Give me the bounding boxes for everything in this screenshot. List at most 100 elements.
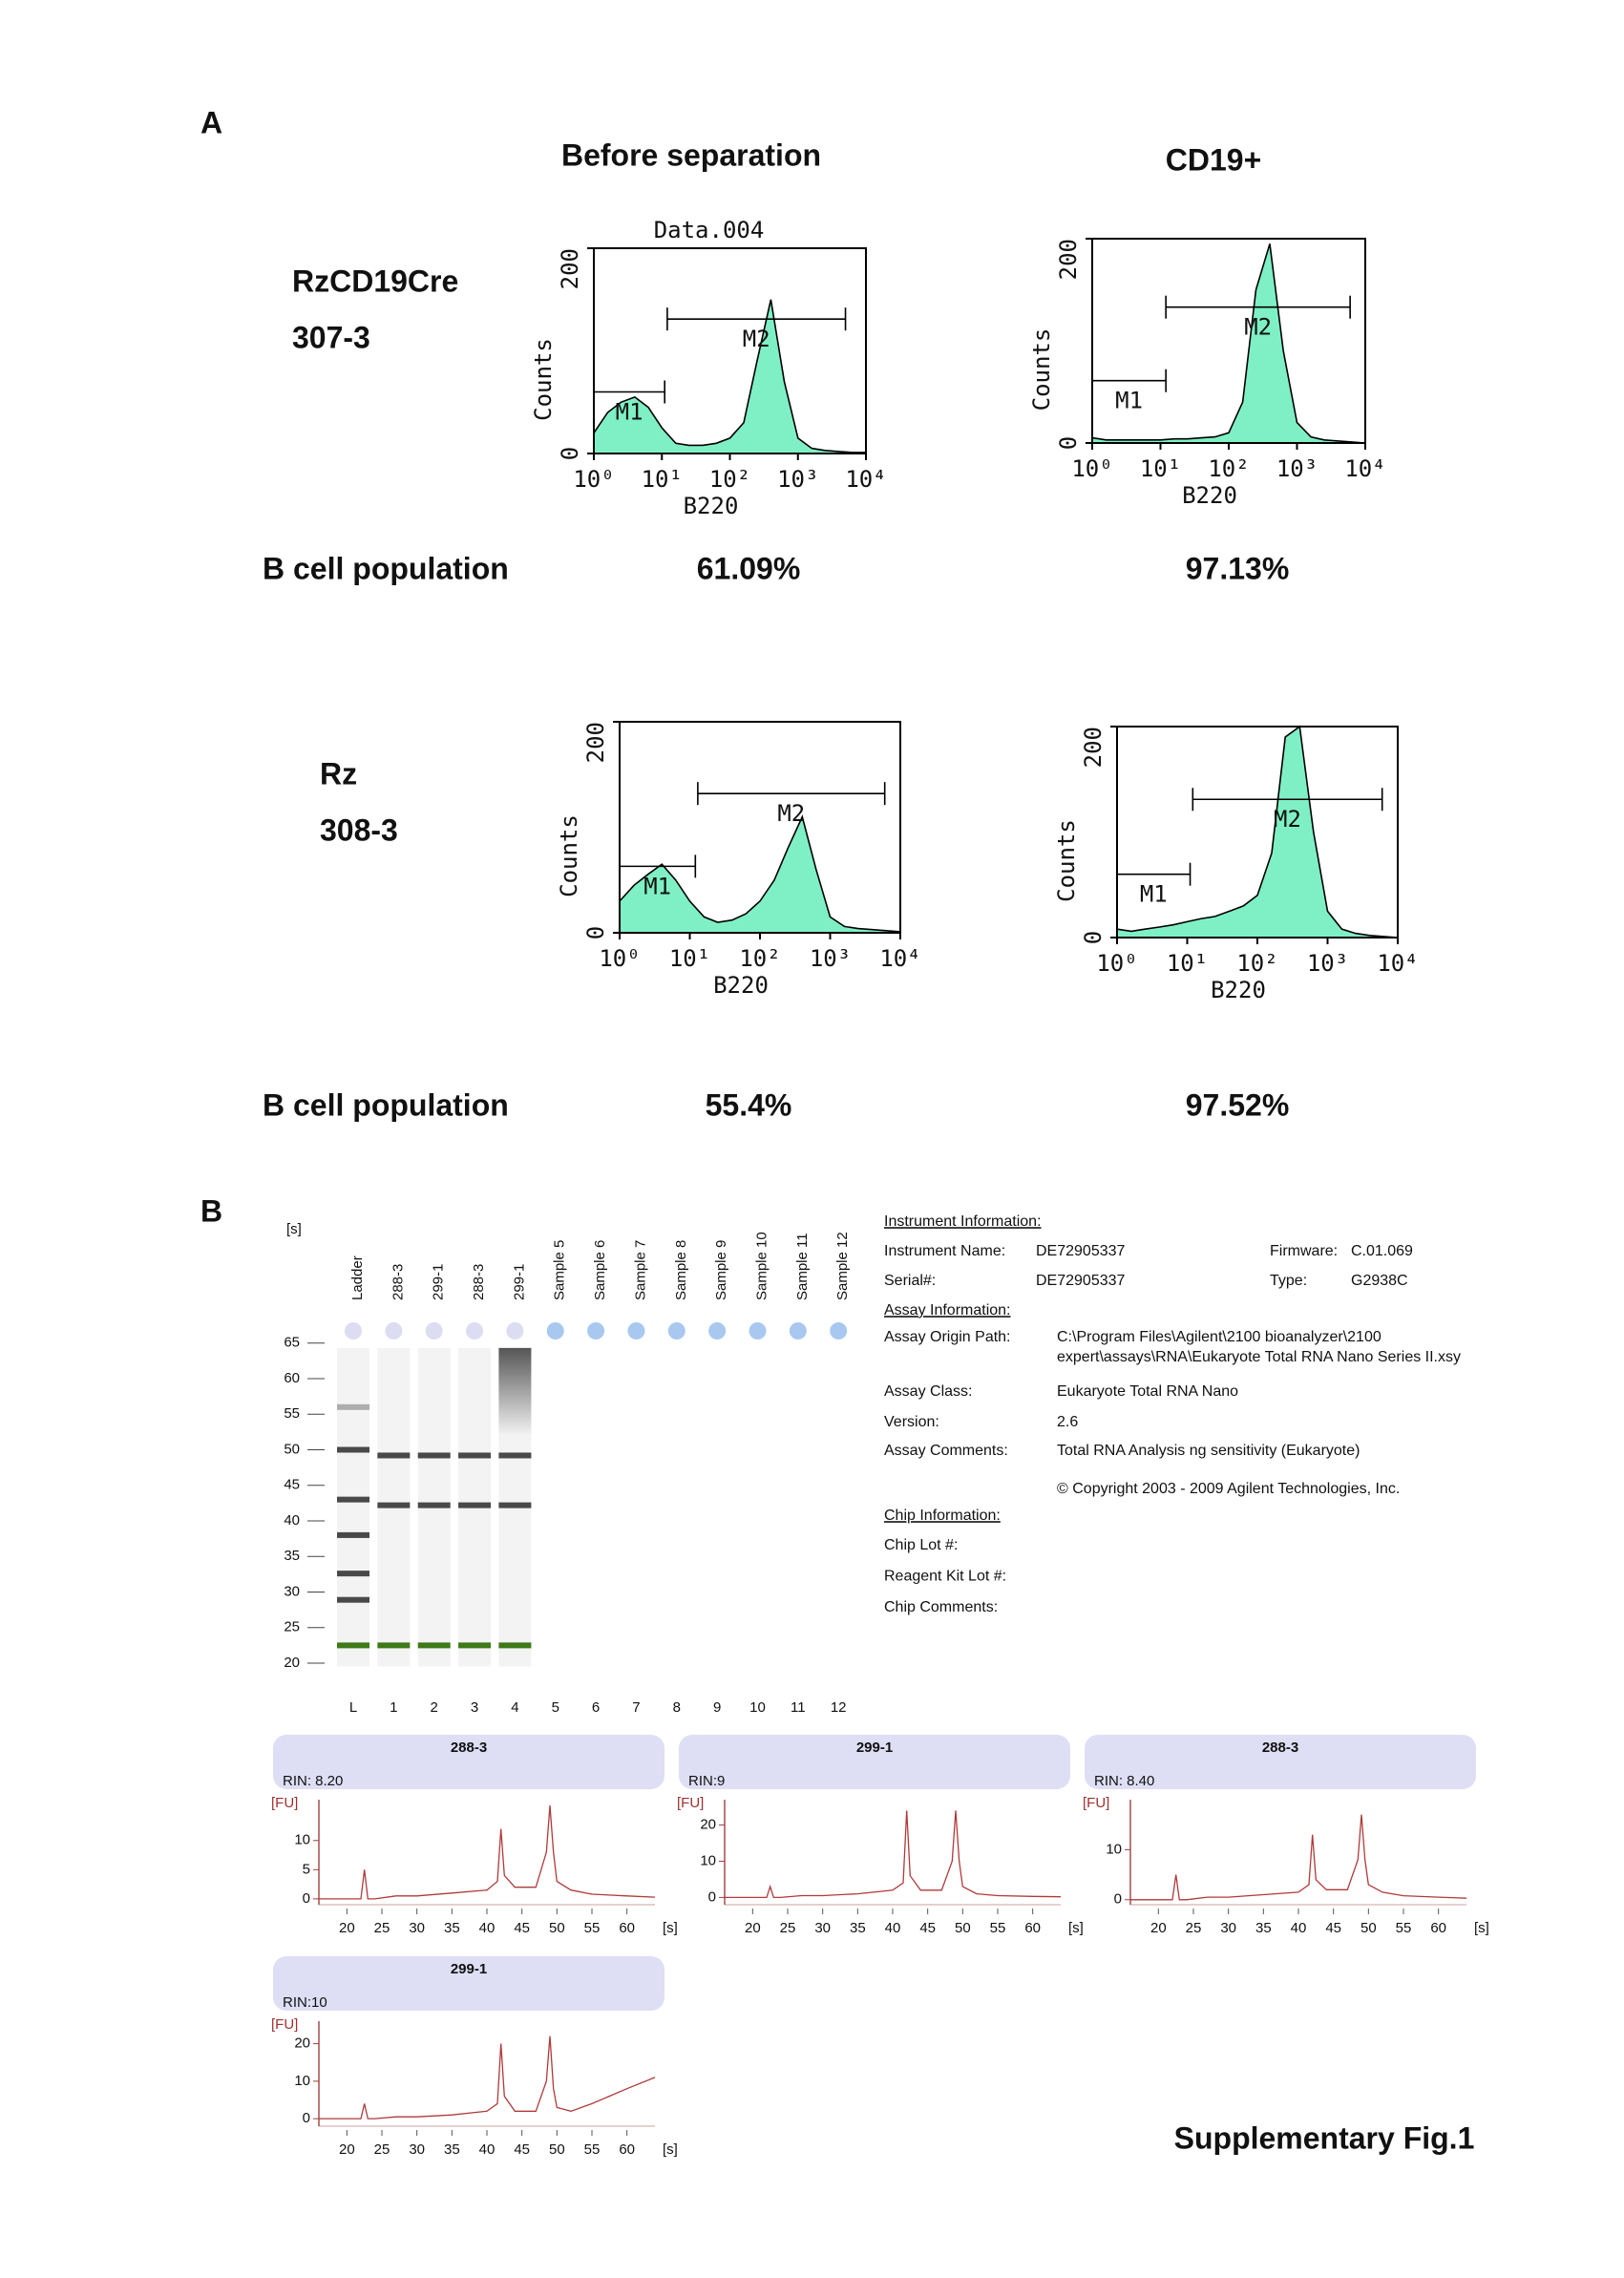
- x-tick-label: 60: [619, 1920, 635, 1936]
- lane-name: 299-1: [511, 1264, 527, 1300]
- gel-y-tick-label: 65: [284, 1335, 300, 1351]
- x-tick-label: 35: [850, 1920, 866, 1936]
- x-tick-label: 50: [955, 1920, 971, 1936]
- electropherogram: 288-3 RIN: 8.20 0 5 10 20 25 30 35 40 45 50 55 60 [FU]…: [271, 1735, 678, 1936]
- info-heading: Chip Information:: [884, 1508, 1001, 1524]
- sample-title: 288-3: [451, 1740, 487, 1756]
- histogram-area-fill: [620, 816, 900, 933]
- info-cell: DE72905337: [1036, 1243, 1126, 1259]
- x-tick-label: 45: [514, 1920, 530, 1936]
- y-tick-label: 20: [294, 2035, 310, 2052]
- lane-number: 10: [749, 1699, 766, 1716]
- lane-name: Sample 12: [834, 1232, 851, 1300]
- x-tick-label: 10⁴: [879, 945, 920, 972]
- x-axis-label: [s]: [1068, 1920, 1084, 1936]
- y-tick-label: 200: [1080, 727, 1107, 768]
- x-tick-label: 20: [1150, 1920, 1167, 1936]
- lane-number: 6: [592, 1699, 600, 1716]
- x-tick-label: 60: [619, 2141, 635, 2158]
- trace: [1130, 1814, 1467, 1901]
- info-cell: Assay Class:: [884, 1383, 972, 1400]
- sample-name: Rz: [320, 756, 357, 791]
- histogram: 10⁰ 10¹ 10² 10³ 10⁴ 0 200 B220 Counts M1 M2: [556, 721, 921, 999]
- gate-label: M1: [1140, 881, 1168, 908]
- lane-well: [546, 1322, 564, 1339]
- info-cell: Type:: [1270, 1273, 1307, 1289]
- trace: [319, 1805, 656, 1900]
- x-tick-label: 10¹: [642, 466, 683, 493]
- info-cell: C:\Program Files\Agilent\2100 bioanalyze…: [1057, 1329, 1381, 1345]
- gate-label: M1: [616, 399, 643, 426]
- x-tick-label: 20: [339, 1920, 355, 1936]
- x-tick-label: 40: [1291, 1920, 1307, 1936]
- copyright: © Copyright 2003 - 2009 Agilent Technolo…: [1057, 1481, 1400, 1497]
- lane-well: [830, 1322, 848, 1339]
- trace: [319, 2035, 656, 2120]
- lane-well: [385, 1322, 403, 1339]
- gel-band: [417, 1502, 451, 1508]
- lane-number: L: [349, 1699, 357, 1716]
- x-tick-label: 60: [1430, 1920, 1446, 1936]
- gel-y-tick-label: 20: [284, 1655, 300, 1671]
- gate-label: M1: [643, 873, 671, 899]
- y-axis-label: [FU]: [271, 1795, 298, 1811]
- y-tick-label: 0: [303, 2110, 310, 2126]
- x-tick-label: 25: [374, 2141, 390, 2158]
- gel-y-tick-label: 35: [284, 1548, 300, 1564]
- x-tick-label: 10²: [1208, 455, 1249, 482]
- lane-well: [667, 1322, 685, 1339]
- x-tick-label: 10⁴: [1344, 455, 1385, 482]
- trace: [725, 1810, 1062, 1899]
- info-cell: Assay Origin Path:: [884, 1329, 1011, 1345]
- y-tick-label: 200: [582, 722, 609, 763]
- y-tick-label: 10: [1106, 1841, 1122, 1857]
- x-tick-label: 20: [339, 2141, 355, 2158]
- gel-y-tick-label: 45: [284, 1477, 300, 1493]
- info-cell: Assay Comments:: [884, 1443, 1008, 1459]
- lane-name: 288-3: [471, 1264, 487, 1300]
- y-tick-label: 0: [303, 1890, 310, 1907]
- column-title: CD19+: [1166, 142, 1262, 177]
- lane-well: [345, 1322, 362, 1339]
- y-axis-label: [FU]: [677, 1795, 704, 1811]
- population-value: 61.09%: [697, 551, 801, 585]
- y-tick-label: 0: [1055, 436, 1082, 450]
- lane-number: 1: [390, 1699, 397, 1716]
- gate-label: M2: [743, 326, 770, 352]
- gel-band: [498, 1452, 532, 1459]
- panel-label: A: [200, 105, 222, 139]
- y-axis-label: Counts: [530, 338, 557, 421]
- gel-y-tick-label: 30: [284, 1583, 300, 1599]
- info-cell: expert\assays\RNA\Eukaryote Total RNA Na…: [1057, 1349, 1461, 1365]
- x-tick-label: 55: [990, 1920, 1006, 1936]
- x-tick-label: 10³: [810, 945, 851, 972]
- y-tick-label: 0: [708, 1888, 716, 1905]
- x-tick-label: 50: [549, 1920, 565, 1936]
- x-tick-label: 40: [885, 1920, 901, 1936]
- x-axis-label: [s]: [663, 2141, 678, 2158]
- x-tick-label: 10⁴: [1377, 950, 1418, 977]
- gel-band: [417, 1452, 451, 1459]
- x-axis-label: B220: [684, 493, 739, 519]
- gel-y-tick-label: 55: [284, 1405, 300, 1422]
- info-cell: Serial#:: [884, 1273, 936, 1289]
- lane-number: 2: [431, 1699, 438, 1716]
- x-tick-label: 35: [444, 1920, 460, 1936]
- info-cell: Chip Comments:: [884, 1599, 998, 1615]
- sample-name: 308-3: [320, 812, 398, 847]
- lane-name: Sample 5: [552, 1240, 568, 1300]
- x-tick-label: 45: [919, 1920, 936, 1936]
- histogram: 10⁰ 10¹ 10² 10³ 10⁴ 0 200 B220 Counts Data.004 M1 M…: [530, 217, 887, 519]
- x-tick-label: 55: [1396, 1920, 1412, 1936]
- lane-name: Sample 8: [673, 1240, 689, 1300]
- info-cell: G2938C: [1351, 1273, 1408, 1289]
- x-axis-label: B220: [713, 972, 769, 999]
- x-axis-label: [s]: [1474, 1920, 1489, 1936]
- y-tick-label: 10: [294, 2073, 310, 2089]
- lane-number: 12: [831, 1699, 847, 1716]
- marker-band: [498, 1642, 532, 1649]
- x-tick-label: 10³: [1276, 455, 1318, 482]
- lane-name: Ladder: [349, 1255, 366, 1300]
- lane-name: Sample 7: [632, 1240, 648, 1300]
